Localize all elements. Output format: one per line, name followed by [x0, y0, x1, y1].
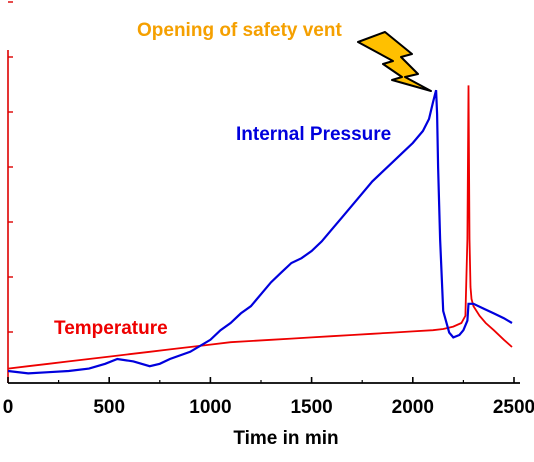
x-axis-tick-label: 2000 [392, 397, 434, 418]
y-axis-ticks [8, 1, 13, 333]
x-axis-tick-label: 500 [93, 397, 125, 418]
lightning-bolt-icon [357, 31, 432, 92]
x-axis-ticks [7, 377, 515, 383]
x-axis-tick-labels: 0 500 1000 1500 2000 2500 [3, 397, 534, 418]
series-line-internal-pressure [7, 89, 513, 375]
annotation-internal-pressure: Internal Pressure [236, 124, 391, 145]
series-line-temperature [7, 85, 513, 370]
x-axis-tick-label: 1500 [290, 397, 332, 418]
x-axis-tick-label: 2500 [493, 397, 534, 418]
x-axis-tick-label: 1000 [189, 397, 231, 418]
annotation-safety-vent: Opening of safety vent [137, 20, 342, 41]
annotation-temperature: Temperature [54, 318, 168, 339]
x-axis-tick-label: 0 [3, 397, 14, 418]
x-axis-title: Time in min [233, 428, 338, 449]
